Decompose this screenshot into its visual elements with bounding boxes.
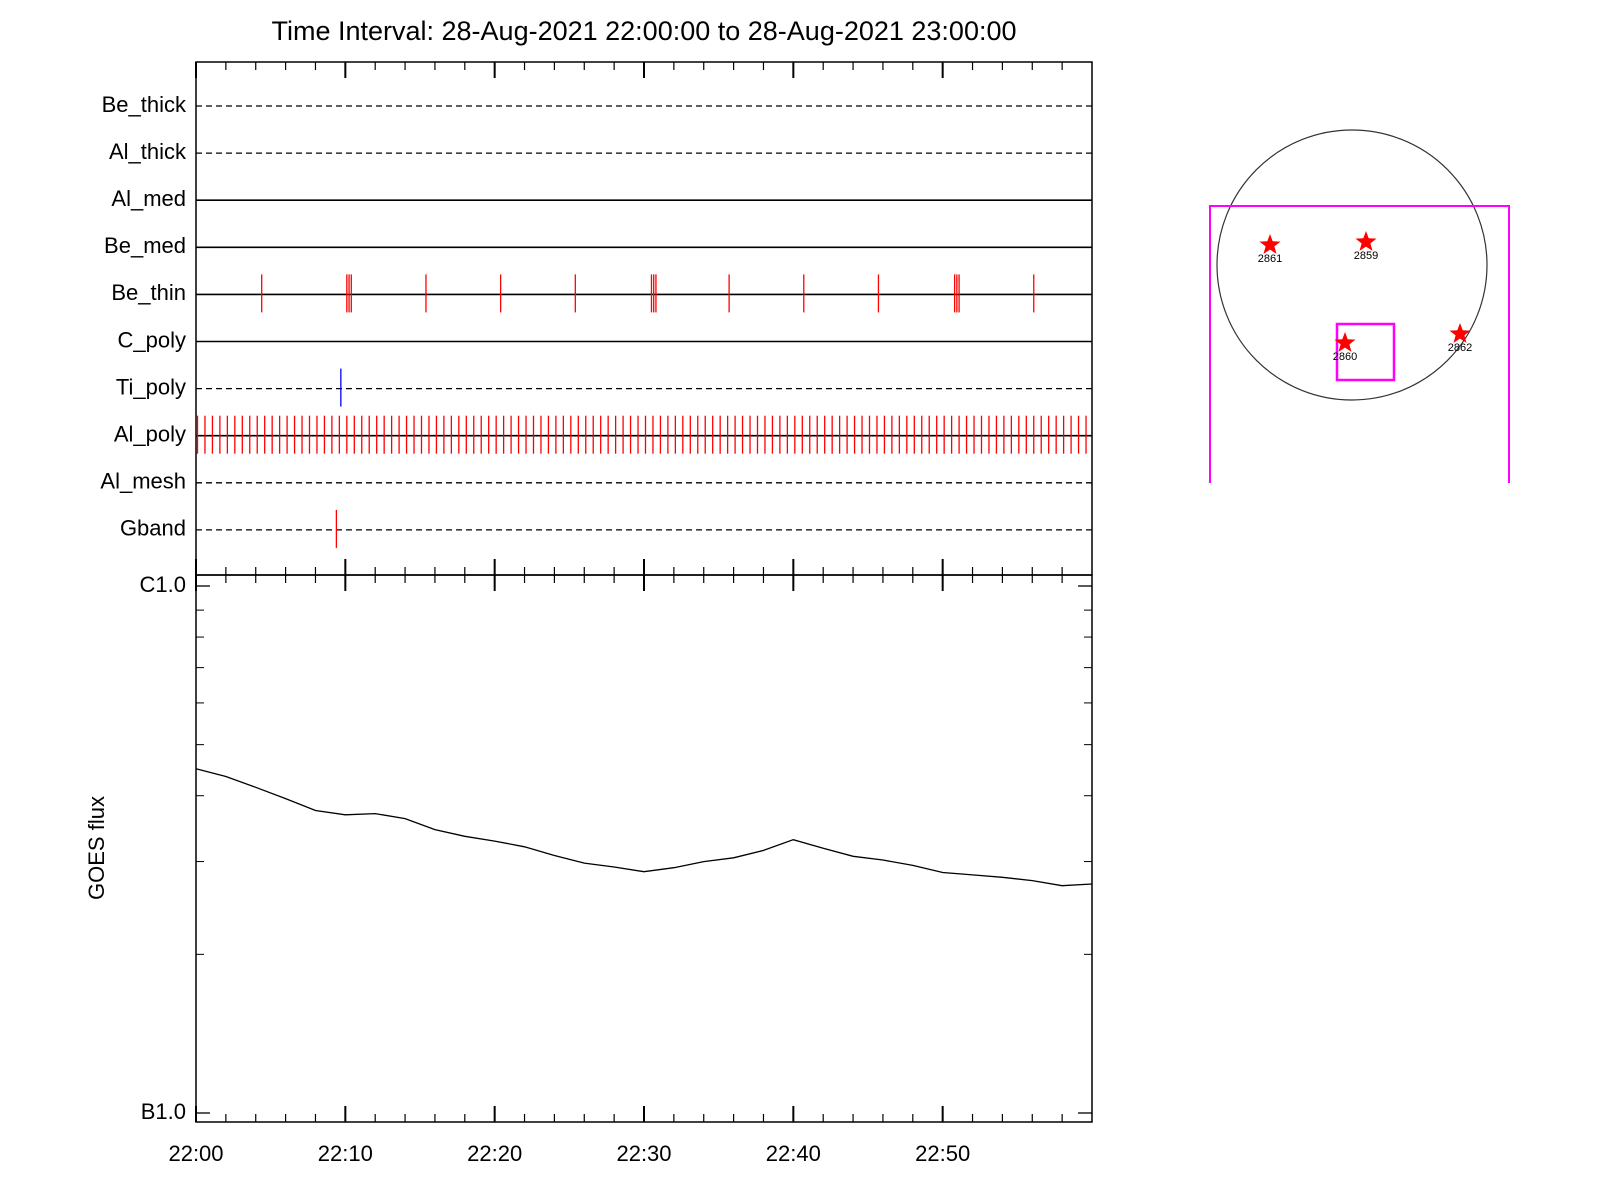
filter-label: Al_mesh [100, 469, 186, 494]
y-axis-label: GOES flux [84, 796, 109, 900]
region-label: 2859 [1354, 250, 1378, 262]
y-tick-label: C1.0 [140, 572, 186, 597]
x-tick-label: 22:00 [168, 1141, 223, 1166]
filter-label: Al_med [111, 186, 186, 211]
x-tick-label: 22:10 [318, 1141, 373, 1166]
x-tick-label: 22:50 [915, 1141, 970, 1166]
region-marker [1355, 231, 1377, 251]
region-label: 2862 [1448, 342, 1472, 354]
region-label: 2860 [1333, 351, 1357, 363]
solar-disk [1216, 129, 1488, 401]
filter-label: C_poly [118, 327, 186, 352]
target-box [1335, 322, 1396, 382]
filter-label: Gband [120, 516, 186, 541]
filter-label: Ti_poly [116, 374, 186, 399]
y-tick-label: B1.0 [141, 1099, 186, 1124]
flux-line [195, 768, 1093, 887]
x-tick-label: 22:30 [616, 1141, 671, 1166]
region-marker [1334, 332, 1356, 352]
filter-label: Be_thick [102, 92, 187, 117]
fov-outline [1209, 205, 1510, 483]
chart-title: Time Interval: 28-Aug-2021 22:00:00 to 2… [271, 16, 1016, 46]
region-marker [1259, 234, 1281, 254]
filter-label: Al_thick [109, 139, 187, 164]
x-tick-label: 22:40 [766, 1141, 821, 1166]
x-tick-label: 22:20 [467, 1141, 522, 1166]
region-label: 2861 [1258, 253, 1282, 265]
filter-label: Be_med [104, 233, 186, 258]
region-marker [1449, 323, 1471, 343]
filter-label: Al_poly [114, 422, 186, 447]
filter-label: Be_thin [111, 280, 186, 305]
